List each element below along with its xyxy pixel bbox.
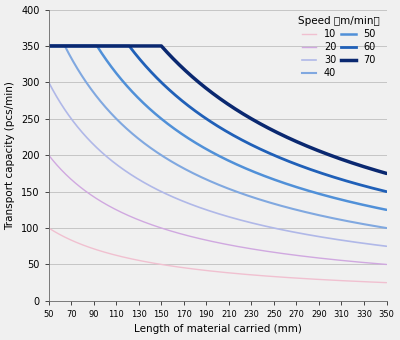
Legend: 10, 20, 30, 40, 50, 60, 70: 10, 20, 30, 40, 50, 60, 70 (296, 14, 382, 80)
Y-axis label: Transport capacity (pcs/min): Transport capacity (pcs/min) (6, 81, 16, 230)
X-axis label: Length of material carried (mm): Length of material carried (mm) (134, 324, 302, 335)
